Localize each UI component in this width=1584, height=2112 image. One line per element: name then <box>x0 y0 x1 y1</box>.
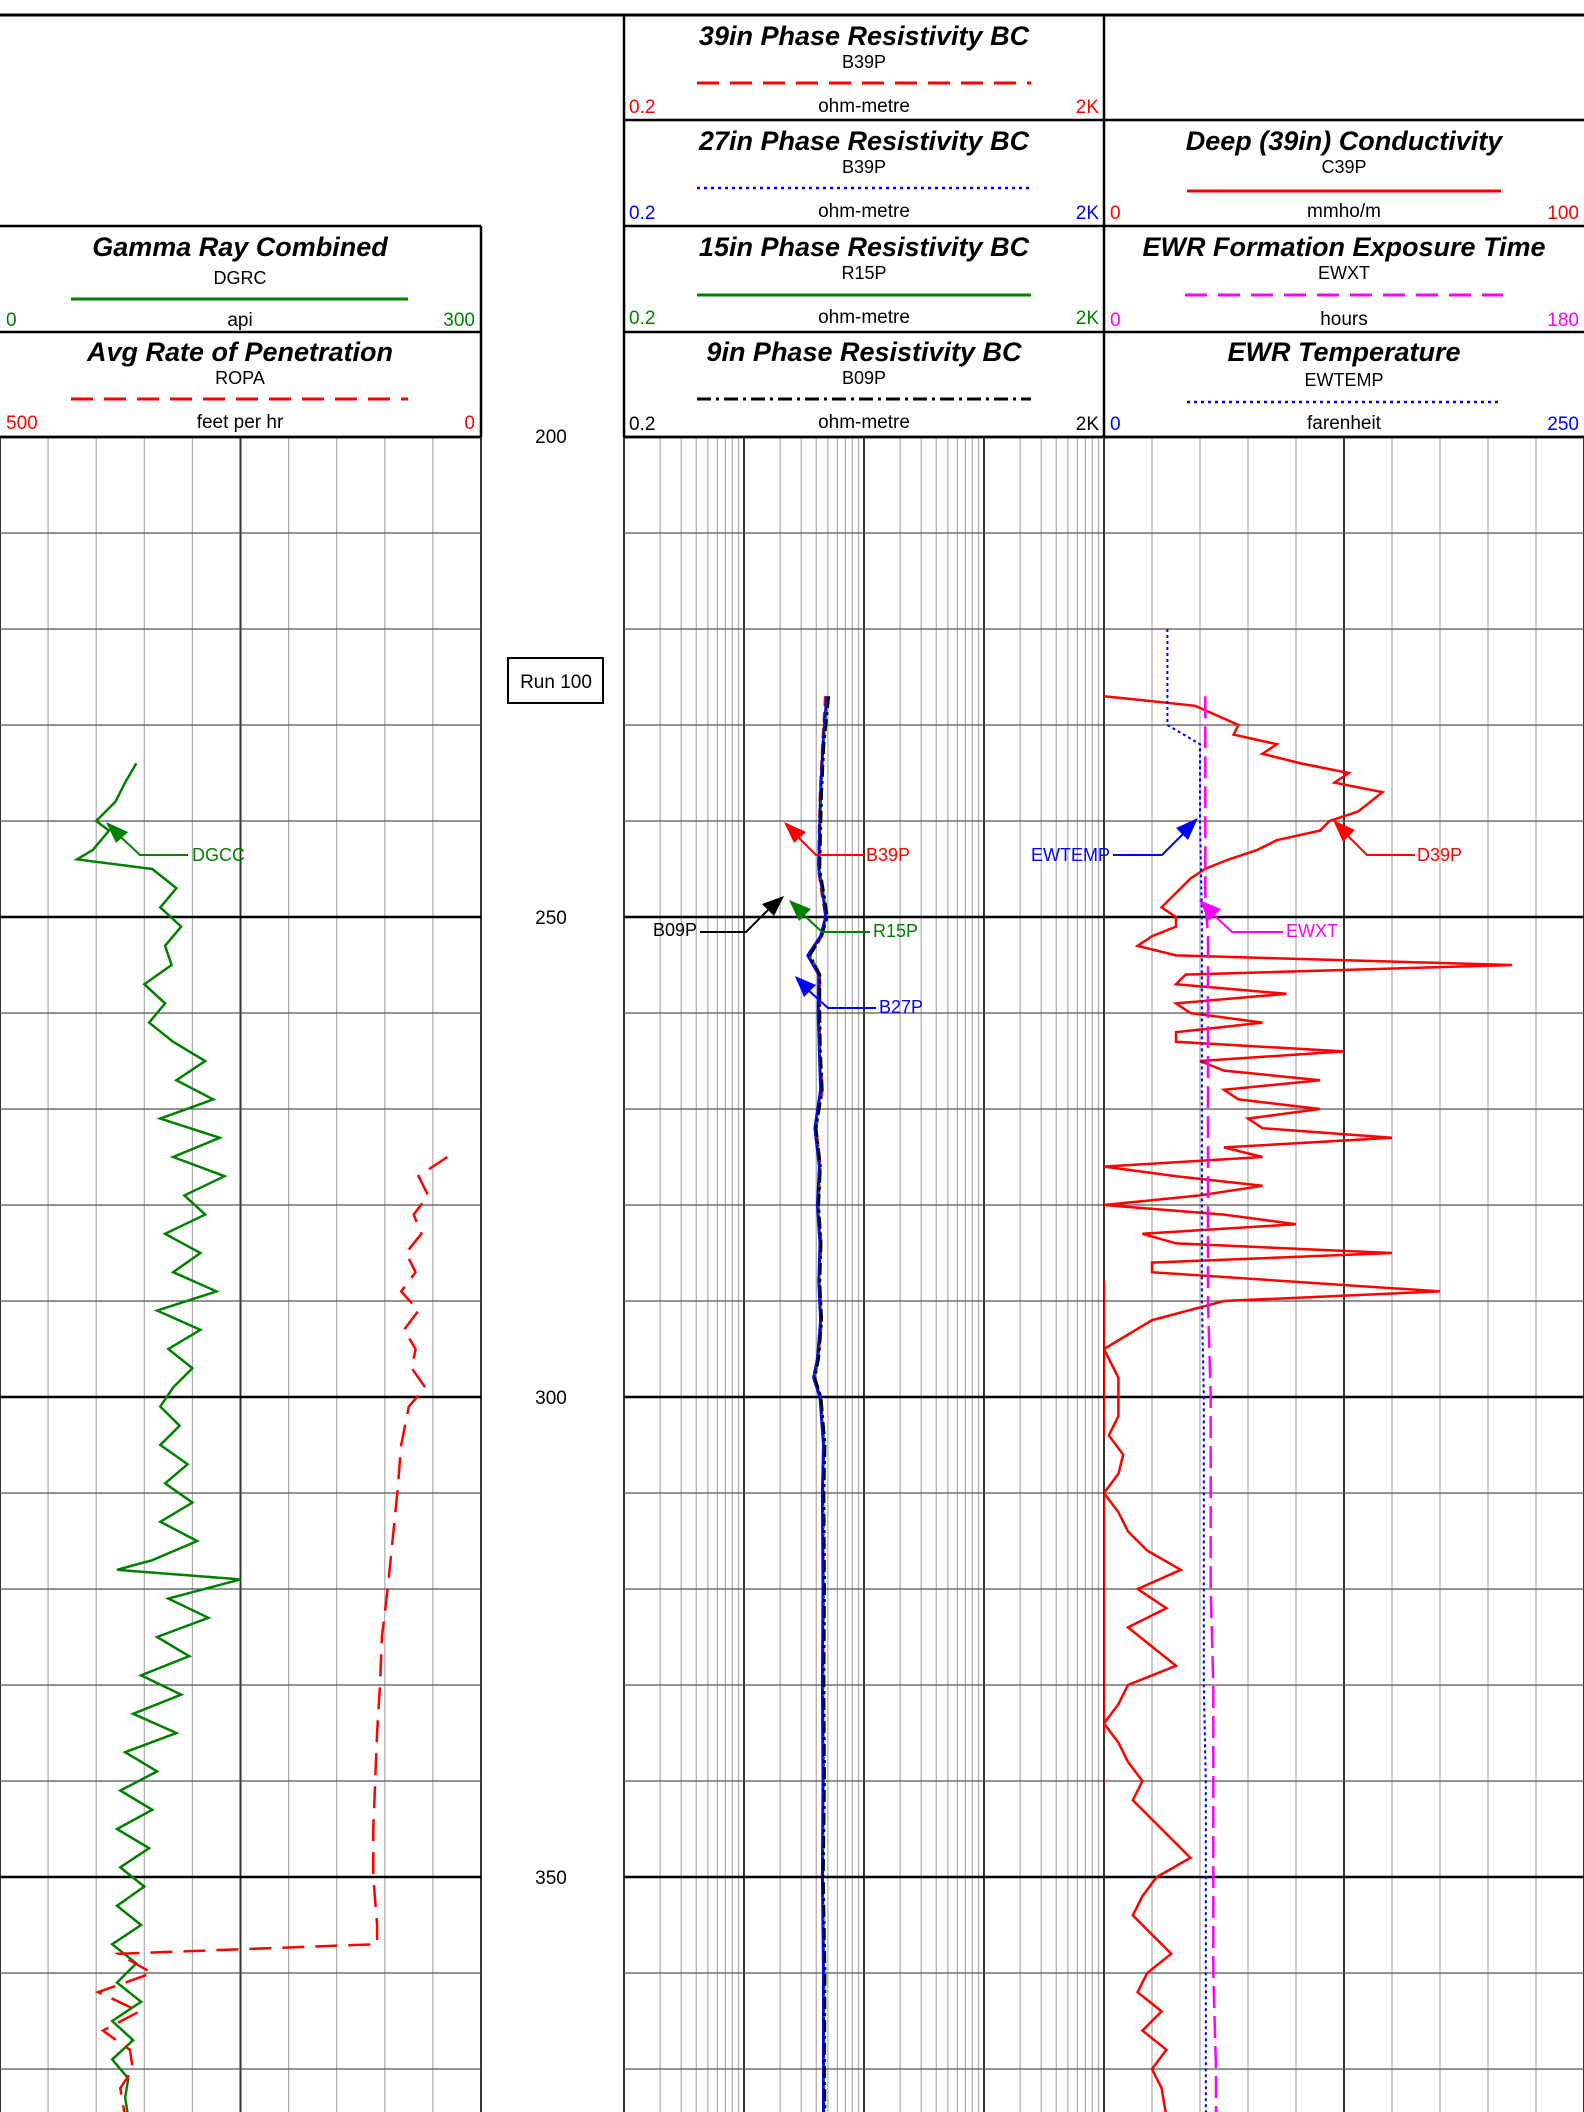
header-scale-right: 0 <box>464 413 475 434</box>
depth-label-250: 250 <box>535 908 567 929</box>
header-mnemonic: EWTEMP <box>1305 370 1384 390</box>
track1-grid <box>0 435 482 2112</box>
header-mnemonic: C39P <box>1321 157 1366 177</box>
header-scale-left: 0 <box>6 310 17 331</box>
depth-label-200: 200 <box>535 427 567 448</box>
header-scale-left: 0.2 <box>629 414 655 435</box>
header-mnemonic: B39P <box>842 157 886 177</box>
header-title: 9in Phase Resistivity BC <box>706 337 1022 367</box>
header-ewxt: EWR Formation Exposure Time EWXT hours 0… <box>1110 232 1579 331</box>
header-scale-right: 180 <box>1547 310 1579 331</box>
header-scale-left: 0.2 <box>629 97 655 118</box>
flag-label-ewtemp: EWTEMP <box>1031 845 1110 865</box>
flag-d39p: D39P <box>1333 820 1462 865</box>
depth-label-350: 350 <box>535 1868 567 1889</box>
header-b27p: 27in Phase Resistivity BC B39P ohm-metre… <box>629 126 1099 224</box>
track1-curves <box>73 762 448 2112</box>
flag-b39p: B39P <box>784 822 910 865</box>
header-area: 39in Phase Resistivity BC B39P ohm-metre… <box>0 13 1584 439</box>
track4-curves <box>1104 629 1513 2112</box>
header-unit: farenheit <box>1307 413 1382 434</box>
header-c39p: Deep (39in) Conductivity C39P mmho/m 0 1… <box>1110 126 1579 224</box>
header-scale-right: 300 <box>443 310 475 331</box>
header-scale-left: 0 <box>1110 203 1121 224</box>
header-title: Deep (39in) Conductivity <box>1186 126 1505 156</box>
flag-dgcc: DGCC <box>106 822 245 865</box>
curve-ropa <box>94 1155 448 2112</box>
flag-ewtemp: EWTEMP <box>1031 818 1198 865</box>
header-mnemonic: EWXT <box>1318 263 1370 283</box>
header-scale-right: 2K <box>1076 414 1100 435</box>
header-scale-left: 0 <box>1110 414 1121 435</box>
curve-ewtemp <box>1166 629 1207 2112</box>
track3-grid <box>623 435 1105 2112</box>
curve-flags: DGCC B39P B09P R15P B27P EWTEMP <box>106 818 1462 1017</box>
header-r15p: 15in Phase Resistivity BC R15P ohm-metre… <box>629 232 1099 329</box>
depth-track: 200 250 300 350 Run 100 <box>507 427 604 1889</box>
flag-b27p: B27P <box>795 976 923 1017</box>
header-dgrc: Gamma Ray Combined DGRC api 0 300 <box>6 232 475 331</box>
curve-b09p <box>808 696 831 2112</box>
header-mnemonic: B09P <box>842 368 886 388</box>
track3-curves <box>806 696 831 2112</box>
flag-label-b39p: B39P <box>866 845 910 865</box>
header-scale-left: 0.2 <box>629 308 655 329</box>
flag-label-ewxt: EWXT <box>1286 921 1338 941</box>
header-mnemonic: ROPA <box>215 368 265 388</box>
flag-label-b27p: B27P <box>879 997 923 1017</box>
curve-ewxt <box>1204 696 1218 2112</box>
header-unit: ohm-metre <box>818 201 910 222</box>
header-scale-right: 100 <box>1547 203 1579 224</box>
header-ewtemp: EWR Temperature EWTEMP farenheit 0 250 <box>1110 337 1579 435</box>
header-title: 15in Phase Resistivity BC <box>699 232 1030 262</box>
run-label-box <box>507 657 604 704</box>
header-mnemonic: R15P <box>841 263 886 283</box>
header-unit: ohm-metre <box>818 307 910 328</box>
flag-label-r15p: R15P <box>873 921 918 941</box>
flag-r15p: R15P <box>789 900 918 941</box>
flag-ewxt: EWXT <box>1199 900 1338 941</box>
header-mnemonic: B39P <box>842 52 886 72</box>
header-scale-right: 2K <box>1076 203 1100 224</box>
header-unit: mmho/m <box>1307 201 1381 222</box>
header-ropa: Avg Rate of Penetration ROPA feet per hr… <box>6 337 475 434</box>
depth-label-300: 300 <box>535 1388 567 1409</box>
header-title: EWR Temperature <box>1227 337 1460 367</box>
header-unit: api <box>227 310 252 331</box>
header-title: 27in Phase Resistivity BC <box>698 126 1030 156</box>
header-b39p: 39in Phase Resistivity BC B39P ohm-metre… <box>629 21 1099 118</box>
header-scale-left: 0 <box>1110 310 1121 331</box>
header-title: Gamma Ray Combined <box>92 232 388 262</box>
header-unit: ohm-metre <box>818 412 910 433</box>
flag-label-d39p: D39P <box>1417 845 1462 865</box>
run-label: Run 100 <box>520 672 592 693</box>
header-scale-right: 2K <box>1076 97 1100 118</box>
header-scale-left: 0.2 <box>629 203 655 224</box>
track4-grid <box>1103 435 1584 2112</box>
header-title: 39in Phase Resistivity BC <box>699 21 1030 51</box>
flag-b09p: B09P <box>653 896 784 940</box>
header-scale-left: 500 <box>6 413 38 434</box>
header-unit: ohm-metre <box>818 96 910 117</box>
flag-label-b09p: B09P <box>653 920 697 940</box>
curve-c39p <box>1104 694 1513 2112</box>
header-mnemonic: DGRC <box>214 268 267 288</box>
header-unit: feet per hr <box>197 412 284 433</box>
header-b09p: 9in Phase Resistivity BC B09P ohm-metre … <box>629 337 1099 435</box>
header-unit: hours <box>1320 309 1368 330</box>
header-scale-right: 250 <box>1547 414 1579 435</box>
header-title: EWR Formation Exposure Time <box>1142 232 1545 262</box>
header-scale-right: 2K <box>1076 308 1100 329</box>
header-title: Avg Rate of Penetration <box>86 337 393 367</box>
curve-dgrc <box>73 762 241 2112</box>
flag-label-dgcc: DGCC <box>192 845 245 865</box>
